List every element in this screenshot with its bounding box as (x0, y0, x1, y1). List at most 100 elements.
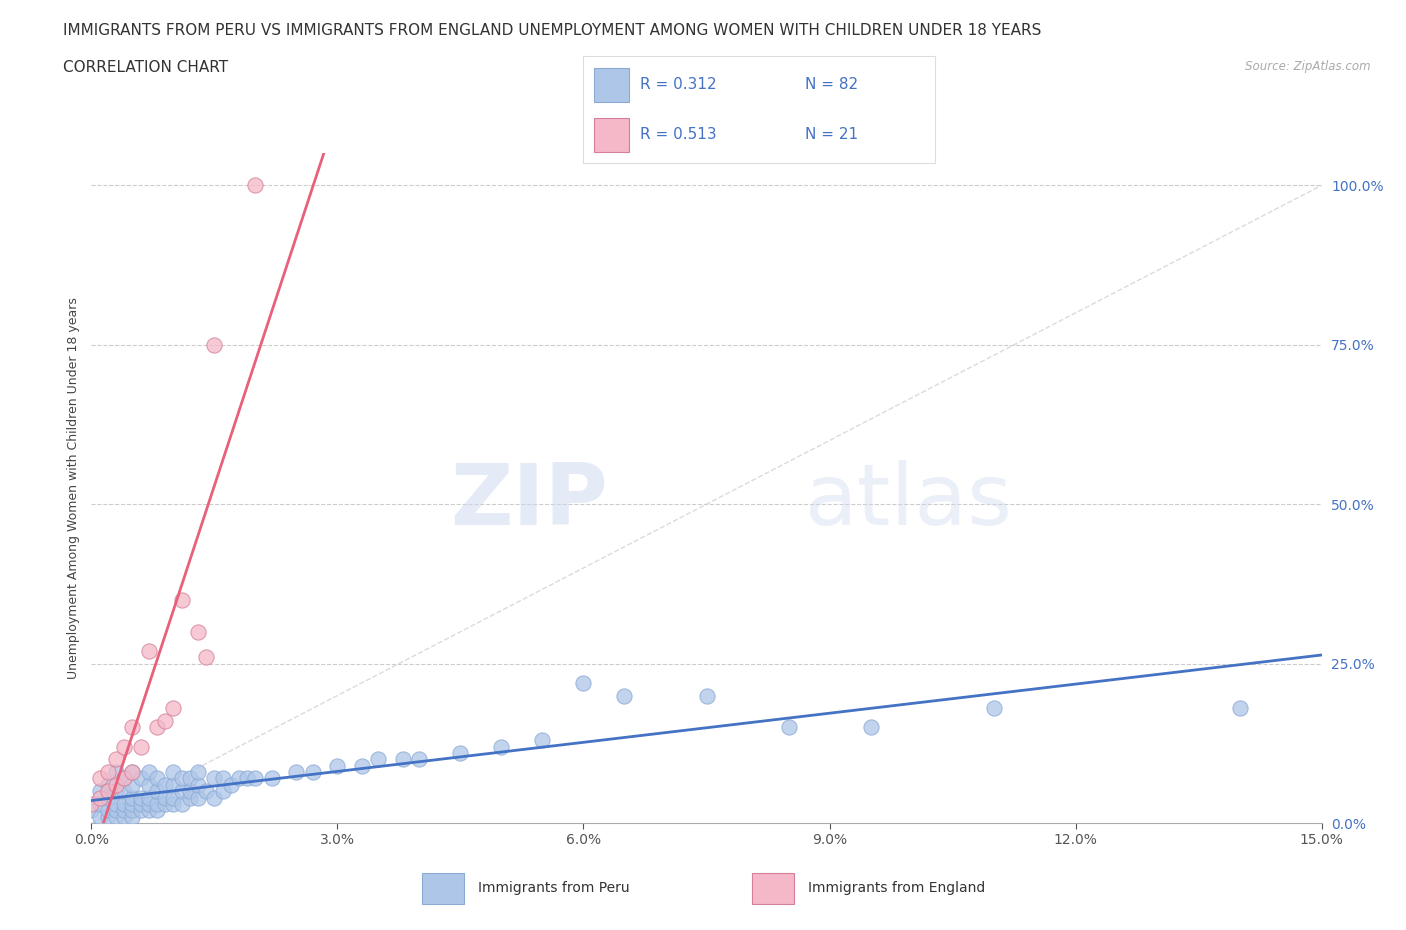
Point (105, 809, 127, 824)
Point (138, 790, 160, 805)
Point (187, 777, 209, 792)
Point (138, 764, 160, 779)
Point (105, 784, 127, 799)
Y-axis label: Unemployment Among Women with Children Under 18 years: Unemployment Among Women with Children U… (67, 298, 80, 679)
Point (352, 758, 374, 773)
Text: N = 82: N = 82 (804, 77, 858, 92)
Point (146, 796, 169, 811)
Text: R = 0.312: R = 0.312 (640, 77, 716, 92)
Point (153, 713, 177, 728)
Text: CORRELATION CHART: CORRELATION CHART (63, 60, 228, 75)
Point (112, 803, 135, 817)
Point (129, 739, 152, 754)
Point (146, 784, 169, 799)
Point (121, 796, 143, 811)
Point (449, 746, 471, 761)
Point (121, 803, 143, 817)
Point (121, 764, 143, 779)
Point (859, 720, 882, 735)
Point (179, 784, 201, 799)
Point (89, 771, 111, 786)
Point (162, 777, 184, 792)
FancyBboxPatch shape (422, 873, 464, 904)
Point (112, 771, 135, 786)
Point (112, 771, 135, 786)
Point (392, 751, 415, 766)
Point (138, 777, 160, 792)
Point (195, 650, 218, 665)
Point (80, 803, 103, 817)
Text: R = 0.513: R = 0.513 (640, 127, 716, 142)
Point (211, 784, 233, 799)
Point (112, 784, 135, 799)
Point (983, 701, 1005, 716)
Text: N = 21: N = 21 (804, 127, 858, 142)
Point (179, 790, 201, 805)
Point (260, 771, 283, 786)
Point (105, 796, 127, 811)
Text: atlas: atlas (804, 460, 1012, 543)
Point (245, 178, 267, 193)
FancyBboxPatch shape (752, 873, 794, 904)
Point (97, 784, 120, 799)
Point (236, 771, 259, 786)
Text: IMMIGRANTS FROM PERU VS IMMIGRANTS FROM ENGLAND UNEMPLOYMENT AMONG WOMEN WITH CH: IMMIGRANTS FROM PERU VS IMMIGRANTS FROM … (63, 23, 1042, 38)
Point (170, 784, 193, 799)
Point (146, 720, 169, 735)
Point (129, 803, 152, 817)
Point (179, 771, 201, 786)
Point (162, 764, 184, 779)
Point (97, 764, 120, 779)
Point (367, 751, 389, 766)
Point (121, 809, 143, 824)
Point (138, 803, 160, 817)
Point (105, 764, 127, 779)
Point (219, 777, 242, 792)
Point (112, 809, 135, 824)
Point (195, 784, 218, 799)
Point (89, 784, 111, 799)
Point (97, 777, 120, 792)
Point (170, 796, 193, 811)
Point (121, 777, 143, 792)
Point (89, 796, 111, 811)
Point (202, 790, 225, 805)
Point (572, 675, 595, 690)
Point (613, 688, 636, 703)
Point (153, 790, 177, 805)
Point (89, 809, 111, 824)
Point (146, 771, 169, 786)
Point (129, 771, 152, 786)
Point (129, 790, 152, 805)
Point (105, 803, 127, 817)
Point (112, 739, 135, 754)
Point (138, 644, 160, 658)
Point (202, 771, 225, 786)
Point (162, 701, 184, 716)
Point (105, 777, 127, 792)
Point (778, 720, 800, 735)
Point (228, 771, 250, 786)
Point (245, 771, 267, 786)
Point (187, 624, 209, 639)
Point (105, 751, 127, 766)
Point (89, 790, 111, 805)
Point (531, 733, 554, 748)
FancyBboxPatch shape (593, 68, 630, 101)
Point (187, 764, 209, 779)
Point (112, 796, 135, 811)
Point (162, 790, 184, 805)
Point (153, 777, 177, 792)
Text: Immigrants from England: Immigrants from England (808, 881, 986, 895)
Point (202, 338, 225, 352)
Point (211, 771, 233, 786)
Text: Immigrants from Peru: Immigrants from Peru (478, 881, 630, 895)
Point (301, 764, 323, 779)
Point (80, 796, 103, 811)
Point (97, 803, 120, 817)
Point (285, 764, 308, 779)
Point (121, 790, 143, 805)
Point (695, 688, 717, 703)
Point (146, 803, 169, 817)
Point (138, 796, 160, 811)
